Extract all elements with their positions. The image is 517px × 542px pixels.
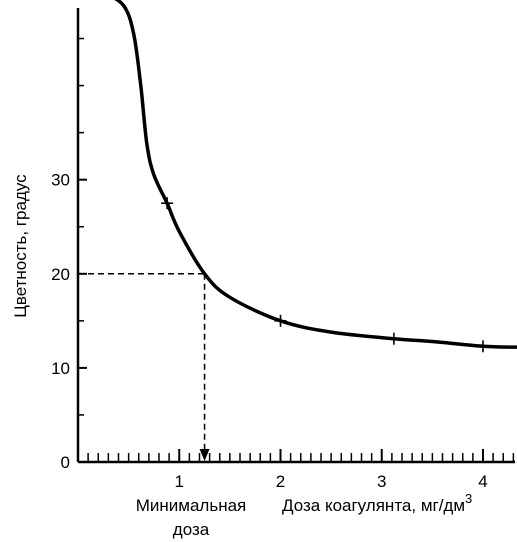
y-tick-label: 0 (61, 453, 70, 472)
x-axis-title-superscript: 3 (465, 491, 472, 506)
min-dose-label-line1: Минимальная (136, 496, 247, 515)
x-axis-title: Доза коагулянта, мг/дм3 (282, 491, 472, 515)
data-point-marker (274, 314, 287, 327)
y-tick-label: 10 (51, 359, 70, 378)
min-dose-label-line2: доза (173, 520, 210, 539)
x-tick-label: 4 (478, 472, 487, 491)
ticks-group (78, 37, 515, 462)
x-tick-label: 1 (175, 472, 184, 491)
x-tick-label: 2 (276, 472, 285, 491)
data-point-marker (161, 197, 174, 210)
data-point-marker (387, 332, 400, 345)
color-vs-dose-curve (114, 0, 517, 349)
y-tick-label: 50 (51, 0, 70, 1)
curve-group (114, 0, 517, 349)
data-point-marker (477, 340, 489, 353)
y-tick-label: 30 (51, 171, 70, 190)
y-tick-label: 20 (51, 265, 70, 284)
x-axis-title-main: Доза коагулянта, мг/дм (282, 496, 465, 515)
x-tick-label: 3 (377, 472, 386, 491)
min-dose-guides (78, 273, 210, 461)
min-dose-arrowhead (199, 449, 210, 461)
axes-group (76, 8, 515, 464)
markers-group (161, 197, 489, 353)
labels-group: 1 2 3 4 0 10 20 30 50 (51, 0, 488, 491)
y-axis-title: Цветность, градус (11, 174, 30, 318)
